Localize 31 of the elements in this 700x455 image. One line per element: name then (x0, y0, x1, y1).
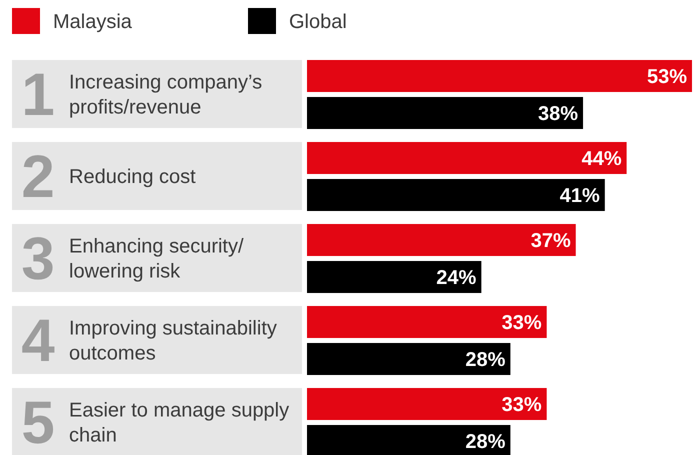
data-label: 28% (465, 431, 506, 453)
bar (307, 261, 482, 293)
legend-label: Malaysia (53, 11, 133, 33)
text: 2 (21, 143, 55, 210)
bar (307, 388, 547, 420)
text: 3 (21, 225, 55, 292)
bar (307, 97, 584, 129)
data-label: 38% (538, 103, 578, 125)
text: 5 (21, 389, 55, 455)
y-tick-label: Reducing cost (69, 166, 196, 188)
data-label: 28% (465, 349, 506, 371)
data-label: 37% (530, 230, 571, 252)
data-label: 24% (436, 267, 477, 289)
bar (307, 343, 510, 375)
data-label: 33% (502, 394, 542, 416)
bar (307, 142, 627, 174)
bar (307, 60, 692, 92)
y-tick-label: Improving sustainability outcomes (69, 318, 277, 364)
y-tick-label: Increasing company’s profits/revenue (69, 72, 262, 118)
text: 1 (21, 61, 55, 128)
data-label: 33% (502, 312, 542, 334)
y-tick-label: Enhancing security/ lowering risk (69, 236, 244, 282)
y-tick-label: Easier to manage supply chain (69, 400, 290, 446)
data-label: 53% (646, 66, 688, 88)
bar (307, 179, 605, 211)
bar (307, 224, 576, 256)
data-label: 41% (560, 185, 600, 207)
legend-label: Global (289, 11, 347, 33)
text: 4 (21, 307, 56, 374)
data-label: 44% (582, 148, 622, 170)
bar (307, 306, 547, 338)
